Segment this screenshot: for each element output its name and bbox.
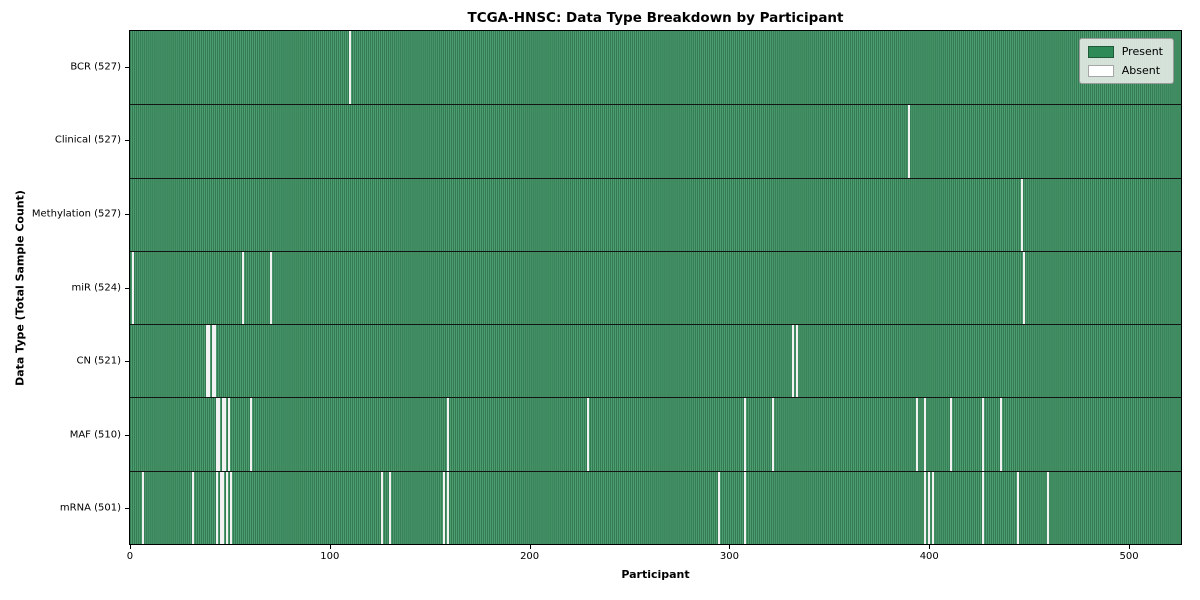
y-tick-mark: [125, 434, 129, 436]
absent-mark: [586, 398, 589, 471]
y-tick-label: miR (524): [71, 282, 121, 293]
absent-mark: [927, 471, 930, 544]
absent-mark: [1021, 178, 1024, 251]
absent-mark: [1017, 471, 1020, 544]
x-tick-label: 300: [719, 551, 739, 562]
plot-area: [129, 30, 1182, 545]
absent-mark: [219, 471, 222, 544]
absent-mark: [923, 398, 926, 471]
x-tick-label: 0: [126, 551, 134, 562]
absent-mark: [205, 325, 208, 398]
absent-mark: [443, 471, 446, 544]
absent-mark: [269, 251, 272, 325]
absent-mark: [207, 325, 210, 398]
absent-mark: [744, 398, 747, 471]
heatmap-row-mrna: [130, 470, 1181, 544]
y-tick-label: BCR (527): [70, 61, 121, 73]
x-tick-label: 500: [1119, 551, 1139, 562]
y-tick-mark: [125, 287, 129, 289]
legend-label: Present: [1121, 45, 1163, 58]
heatmap-row-bcr: [130, 31, 1181, 105]
absent-mark: [191, 471, 194, 544]
absent-mark: [381, 471, 384, 544]
absent-mark: [211, 325, 214, 398]
x-tick-mark: [329, 545, 331, 549]
absent-mark: [229, 471, 232, 544]
absent-mark: [249, 398, 252, 471]
absent-mark: [447, 471, 450, 544]
x-tick-label: 100: [320, 551, 340, 562]
x-axis-label: Participant: [621, 568, 690, 581]
absent-mark: [907, 105, 910, 178]
absent-mark: [225, 471, 228, 544]
absent-mark: [718, 471, 721, 544]
y-tick-mark: [125, 361, 129, 363]
absent-mark: [915, 398, 918, 471]
present-swatch-icon: [1087, 45, 1114, 58]
absent-mark: [215, 398, 218, 471]
legend: Present Absent: [1078, 38, 1174, 84]
y-tick-mark: [125, 66, 129, 68]
absent-swatch-icon: [1087, 64, 1114, 77]
y-tick-mark: [125, 140, 129, 142]
absent-mark: [223, 398, 226, 471]
absent-mark: [217, 398, 220, 471]
y-tick-label: Methylation (527): [31, 208, 121, 220]
absent-mark: [221, 471, 224, 544]
absent-mark: [796, 325, 799, 398]
absent-mark: [792, 325, 795, 398]
x-tick-mark: [1129, 545, 1131, 549]
heatmap-row-maf: [130, 397, 1181, 471]
x-tick-mark: [129, 545, 131, 549]
absent-mark: [999, 398, 1002, 471]
x-tick-mark: [529, 545, 531, 549]
x-tick-label: 200: [520, 551, 540, 562]
legend-entry-present: Present: [1087, 45, 1163, 58]
absent-mark: [221, 398, 224, 471]
y-tick-label: MAF (510): [69, 429, 121, 441]
heatmap-row-methylation: [130, 177, 1181, 251]
absent-mark: [1023, 251, 1026, 325]
heatmap-row-cn: [130, 324, 1181, 398]
absent-mark: [227, 398, 230, 471]
absent-mark: [949, 398, 952, 471]
y-tick-mark: [125, 508, 129, 510]
y-tick-label: CN (521): [76, 355, 121, 367]
absent-mark: [215, 471, 218, 544]
absent-mark: [213, 325, 216, 398]
x-tick-mark: [729, 545, 731, 549]
y-tick-mark: [125, 213, 129, 215]
legend-label: Absent: [1121, 64, 1161, 77]
legend-entry-absent: Absent: [1087, 64, 1163, 77]
absent-mark: [744, 471, 747, 544]
absent-mark: [1047, 471, 1050, 544]
absent-mark: [923, 471, 926, 544]
absent-mark: [981, 398, 984, 471]
absent-mark: [389, 471, 392, 544]
absent-mark: [931, 471, 934, 544]
absent-mark: [141, 471, 144, 544]
absent-mark: [772, 398, 775, 471]
y-tick-label: mRNA (501): [59, 502, 121, 514]
y-tick-label: Clinical (527): [54, 134, 121, 146]
x-tick-label: 400: [919, 551, 939, 562]
absent-mark: [131, 251, 134, 325]
heatmap-row-mir: [130, 250, 1181, 325]
absent-mark: [447, 398, 450, 471]
heatmap-row-clinical: [130, 104, 1181, 178]
chart-title: TCGA-HNSC: Data Type Breakdown by Partic…: [467, 10, 844, 26]
absent-mark: [241, 251, 244, 325]
absent-mark: [981, 471, 984, 544]
x-tick-mark: [929, 545, 931, 549]
absent-mark: [349, 31, 352, 105]
